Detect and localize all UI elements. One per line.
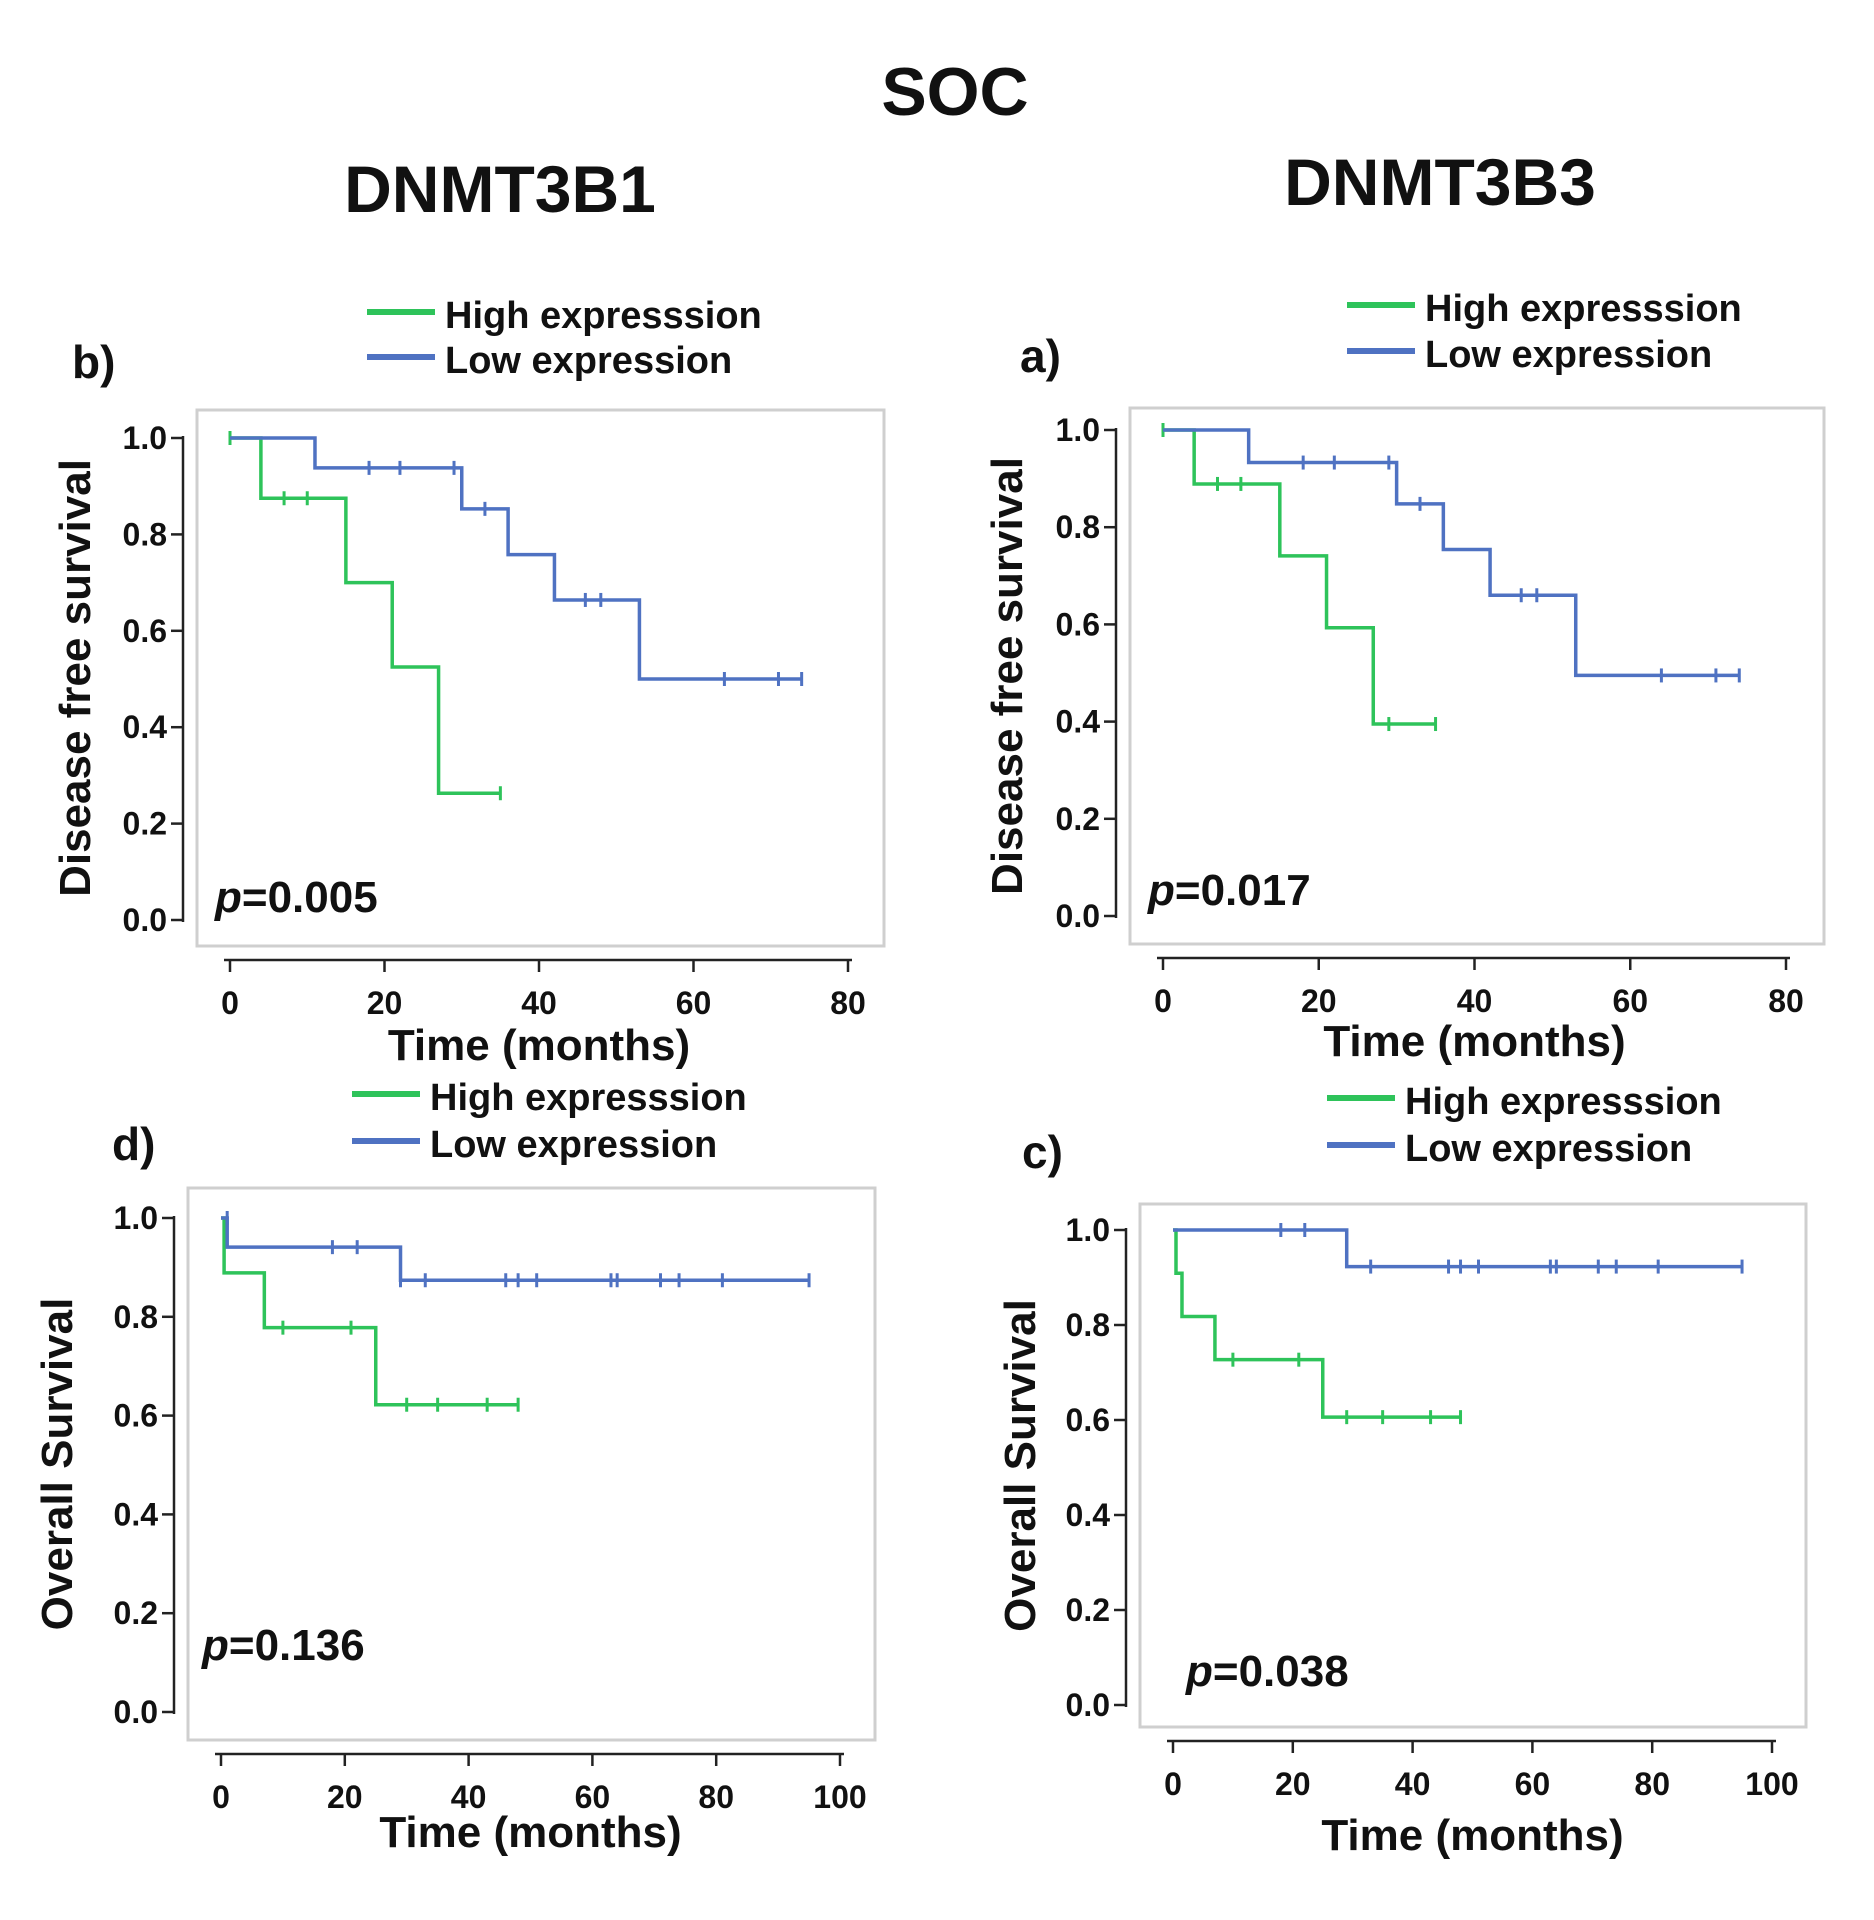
panel-letter: d) [112, 1118, 155, 1170]
p-value-label: p=0.017 [1147, 866, 1311, 915]
p-value-label: p=0.038 [1185, 1647, 1349, 1696]
y-tick-label: 1.0 [114, 1200, 158, 1236]
column-title-left: DNMT3B1 [344, 152, 656, 226]
x-tick-label: 20 [1301, 983, 1337, 1019]
y-tick-label: 0.6 [1066, 1402, 1110, 1438]
y-tick-label: 0.0 [1056, 898, 1100, 934]
y-tick-label: 0.4 [1056, 704, 1101, 740]
plot-frame [1128, 406, 1826, 946]
x-tick-label: 40 [1395, 1766, 1431, 1802]
y-tick-label: 1.0 [1056, 412, 1100, 448]
y-tick-label: 0.2 [1066, 1592, 1110, 1628]
panel-c: 0 20 40 60 80 100 0.0 0.2 0.4 0.6 0.8 1.0 Time (mont… [996, 1081, 1808, 1860]
x-tick-label: 40 [521, 985, 557, 1021]
survival-curve-low [221, 1216, 810, 1282]
panel-a: 0 20 40 60 80 0.0 0.2 0.4 0.6 0.8 1.0 Time (months)… [983, 288, 1826, 1066]
x-tick-label: 80 [1634, 1766, 1670, 1802]
p-value-label: p=0.005 [214, 873, 378, 922]
x-tick-label: 0 [1154, 983, 1172, 1019]
x-tick-label: 40 [1457, 983, 1493, 1019]
y-tick-label: 0.6 [114, 1398, 158, 1434]
legend-label-low: Low expression [1405, 1128, 1692, 1170]
x-tick-label: 0 [221, 985, 239, 1021]
x-tick-label: 20 [1275, 1766, 1311, 1802]
y-tick-label: 0.4 [123, 709, 168, 745]
y-axis-label: Overall Survival [33, 1298, 82, 1631]
y-tick-label: 0.8 [123, 516, 167, 552]
legend-label-high: High expresssion [1405, 1081, 1722, 1123]
legend-label-low: Low expression [430, 1124, 717, 1166]
y-tick-label: 0.8 [114, 1299, 158, 1335]
x-tick-label: 0 [1164, 1766, 1182, 1802]
y-tick-label: 0.0 [1066, 1687, 1110, 1723]
x-tick-label: 60 [575, 1779, 611, 1815]
x-tick-label: 60 [1515, 1766, 1551, 1802]
panel-letter: a) [1020, 330, 1061, 382]
survival-curve-high [1173, 1228, 1461, 1419]
y-axis-label: Overall Survival [996, 1299, 1045, 1632]
x-tick-label: 20 [327, 1779, 363, 1815]
y-tick-label: 0.6 [1056, 606, 1100, 642]
x-tick-label: 60 [676, 985, 712, 1021]
x-axis-label: Time (months) [1321, 1811, 1623, 1860]
x-tick-label: 80 [698, 1779, 734, 1815]
y-tick-label: 0.0 [123, 902, 167, 938]
plot-frame [195, 408, 886, 948]
panel-letter: b) [72, 336, 115, 388]
survival-curve-low [1173, 1228, 1743, 1269]
y-tick-label: 0.8 [1066, 1307, 1110, 1343]
plot-frame [186, 1186, 877, 1742]
y-tick-label: 1.0 [123, 420, 167, 456]
y-tick-label: 0.2 [123, 806, 167, 842]
y-axis-label: Disease free survival [51, 459, 100, 897]
survival-curve-low [1163, 428, 1740, 678]
y-tick-label: 0.8 [1056, 509, 1100, 545]
y-tick-label: 0.2 [114, 1595, 158, 1631]
panel-b: 0 20 40 60 80 0.0 0.2 0.4 0.6 0.8 1.0 Time (months)… [51, 295, 886, 1070]
y-tick-label: 0.2 [1056, 801, 1100, 837]
y-tick-label: 0.4 [114, 1496, 159, 1532]
x-tick-label: 80 [830, 985, 866, 1021]
y-tick-label: 0.0 [114, 1694, 158, 1730]
x-tick-label: 40 [451, 1779, 487, 1815]
legend-label-high: High expresssion [445, 295, 762, 337]
legend-label-low: Low expression [1425, 334, 1712, 376]
survival-curve-low [230, 436, 802, 681]
panels-group: 0 20 40 60 80 0.0 0.2 0.4 0.6 0.8 1.0 Time (months)… [33, 288, 1826, 1860]
x-tick-label: 60 [1612, 983, 1648, 1019]
survival-curve-high [221, 1216, 519, 1407]
x-axis-label: Time (months) [1323, 1017, 1625, 1066]
x-tick-label: 100 [1745, 1766, 1798, 1802]
y-tick-label: 1.0 [1066, 1212, 1110, 1248]
figure-title: SOC [881, 54, 1028, 130]
column-title-right: DNMT3B3 [1284, 145, 1596, 219]
panel-d: 0 20 40 60 80 100 0.0 0.2 0.4 0.6 0.8 1.0 Time (mont… [33, 1077, 877, 1857]
panel-letter: c) [1022, 1126, 1063, 1178]
x-tick-label: 80 [1768, 983, 1804, 1019]
legend-label-low: Low expression [445, 340, 732, 382]
x-tick-label: 0 [212, 1779, 230, 1815]
x-tick-label: 100 [813, 1779, 866, 1815]
y-tick-label: 0.4 [1066, 1497, 1111, 1533]
plot-frame [1138, 1202, 1808, 1729]
survival-curve-high [1163, 428, 1436, 726]
x-axis-label: Time (months) [379, 1808, 681, 1857]
survival-curve-high [230, 436, 501, 795]
x-tick-label: 20 [367, 985, 403, 1021]
p-value-label: p=0.136 [201, 1621, 365, 1670]
y-axis-label: Disease free survival [983, 457, 1032, 895]
x-axis-label: Time (months) [388, 1021, 690, 1070]
y-tick-label: 0.6 [123, 613, 167, 649]
legend-label-high: High expresssion [1425, 288, 1742, 330]
legend-label-high: High expresssion [430, 1077, 747, 1119]
